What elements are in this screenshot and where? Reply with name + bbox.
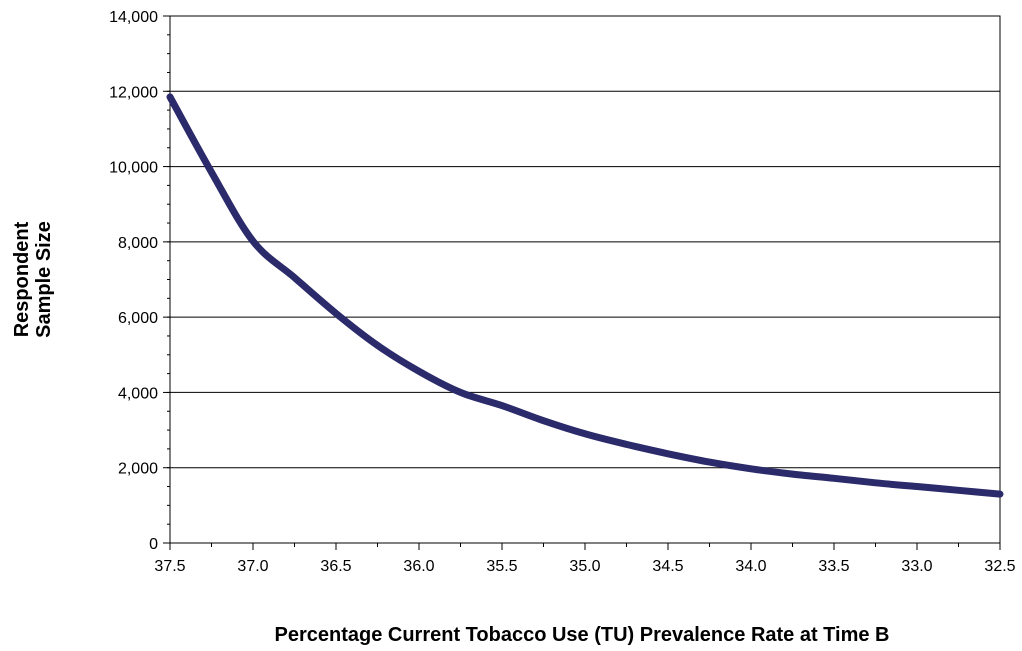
grid-lines: [170, 90, 1000, 469]
x-tick-label: 36.5: [320, 558, 351, 575]
y-tick-label: 6,000: [118, 310, 158, 327]
y-tick-label: 4,000: [118, 385, 158, 402]
x-tick-label: 35.5: [486, 558, 517, 575]
y-axis: 0 2,000 4,000 6,000 8,000 10,000 12,000 14,000: [109, 9, 170, 553]
y-axis-title: RespondentSample Size: [11, 221, 55, 338]
y-axis-title-line: Respondent: [11, 221, 33, 337]
x-tick-label: 34.0: [735, 558, 766, 575]
y-tick-label: 0: [149, 536, 158, 553]
x-tick-label: 32.5: [984, 558, 1015, 575]
series-line: [166, 93, 1004, 498]
x-tick-label: 35.0: [569, 558, 600, 575]
y-tick-label: 12,000: [109, 84, 158, 101]
x-axis: 37.5 37.0 36.5 36.0 35.5 35.0 34.5 34.0 33.5 33.0…: [154, 543, 1016, 575]
y-axis-title-line: Sample Size: [33, 221, 55, 338]
x-tick-label: 33.5: [818, 558, 849, 575]
x-tick-label: 34.5: [652, 558, 683, 575]
x-tick-label: 33.0: [901, 558, 932, 575]
y-axis-title-text: RespondentSample Size: [11, 221, 55, 338]
y-tick-label: 2,000: [118, 461, 158, 478]
x-axis-title: Percentage Current Tobacco Use (TU) Prev…: [274, 624, 889, 646]
x-tick-label: 37.5: [154, 558, 185, 575]
x-tick-label: 36.0: [403, 558, 434, 575]
y-tick-label: 8,000: [118, 235, 158, 252]
y-tick-label: 10,000: [109, 160, 158, 177]
y-tick-label: 14,000: [109, 9, 158, 26]
x-tick-label: 37.0: [237, 558, 268, 575]
